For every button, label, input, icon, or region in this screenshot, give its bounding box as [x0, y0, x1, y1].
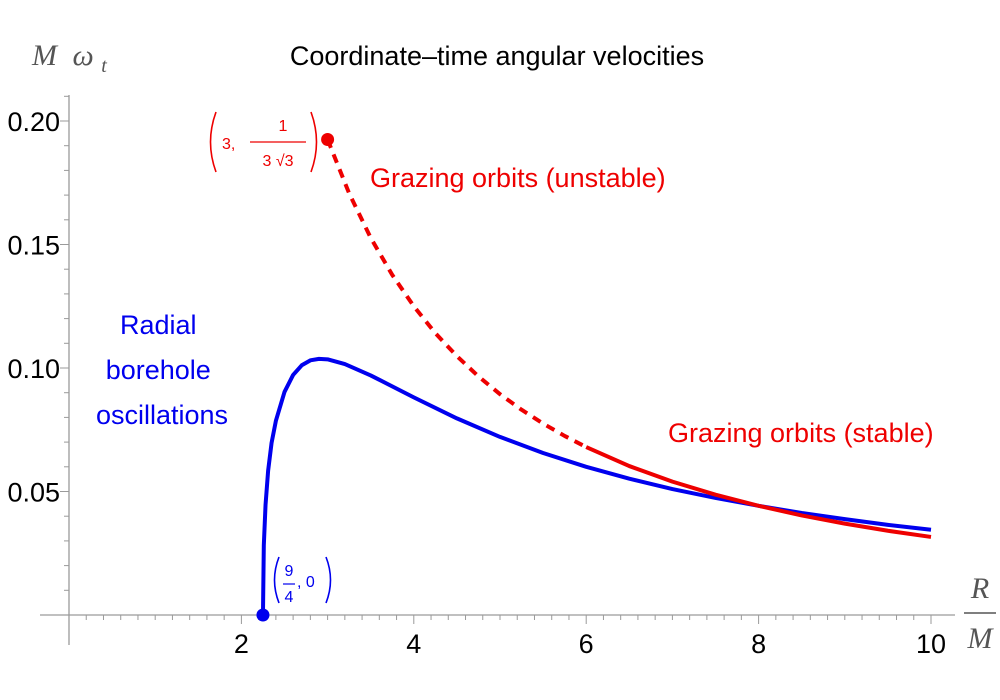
- point-label-origin-tail: , 0: [297, 574, 315, 591]
- point-label-unstable: 3, 1 3 √3: [209, 111, 318, 173]
- x-tick-label: 2: [234, 629, 249, 659]
- paren-left: [273, 556, 280, 604]
- point-label-origin-den: 4: [285, 589, 294, 606]
- axis-tick-labels: 2 4 6 8 10 0.05 0.10 0.15 0.20: [7, 107, 946, 659]
- annotation-radial-line-1: Radial: [120, 310, 197, 340]
- y-axis-label-var: M: [31, 39, 59, 72]
- point-label-origin: 9 4 , 0: [273, 556, 332, 606]
- x-tick-label: 10: [916, 629, 946, 659]
- data-points: [256, 133, 335, 622]
- data-point-1: [256, 608, 270, 622]
- annotation-radial-line-2: borehole: [106, 355, 211, 385]
- data-point-0: [321, 133, 335, 147]
- annotation-radial: Radial borehole oscillations: [96, 310, 228, 430]
- x-axis-label-den: M: [967, 622, 995, 655]
- point-label-unstable-lead: 3,: [222, 136, 235, 153]
- y-axis-label-sub: t: [101, 55, 107, 77]
- point-label-unstable-num: 1: [279, 118, 288, 135]
- point-label-origin-num: 9: [285, 563, 294, 580]
- x-tick-label: 4: [406, 629, 421, 659]
- chart-title: Coordinate–time angular velocities: [290, 41, 704, 71]
- x-axis-label-num: R: [970, 572, 989, 605]
- x-tick-label: 6: [579, 629, 594, 659]
- series-line-0: [260, 356, 932, 616]
- point-label-unstable-den: 3 √3: [262, 153, 293, 170]
- y-axis-label: M ω t: [31, 39, 107, 77]
- annotation-stable: Grazing orbits (stable): [668, 418, 934, 448]
- y-axis-label-symbol: ω: [73, 39, 94, 72]
- x-tick-label: 8: [751, 629, 766, 659]
- data-series: [260, 138, 932, 616]
- y-tick-label: 0.05: [7, 478, 60, 508]
- paren-left: [209, 111, 217, 173]
- y-tick-label: 0.10: [7, 354, 60, 384]
- paren-right: [310, 111, 318, 173]
- annotation-unstable: Grazing orbits (unstable): [370, 163, 666, 193]
- y-tick-label: 0.20: [7, 107, 60, 137]
- paren-right: [325, 556, 332, 604]
- x-axis-label: R M: [964, 572, 996, 655]
- annotation-radial-line-3: oscillations: [96, 400, 228, 430]
- y-tick-label: 0.15: [7, 231, 60, 261]
- series-line-2: [585, 445, 932, 539]
